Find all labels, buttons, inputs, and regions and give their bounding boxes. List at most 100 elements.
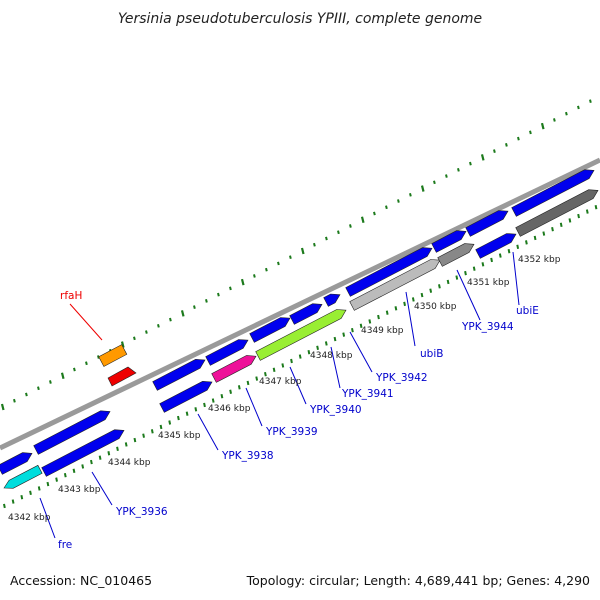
tick-dot — [133, 437, 137, 443]
gene-fre-a — [0, 452, 33, 475]
gene-ubie-a — [511, 169, 595, 217]
tick-dot — [577, 213, 580, 219]
track-dot — [325, 236, 328, 241]
leader-line — [245, 387, 263, 427]
gene-ypk3939-a — [205, 339, 249, 366]
track-dot — [565, 111, 568, 116]
tick-dot — [203, 402, 206, 408]
tick-dot — [281, 363, 285, 368]
tick-dot — [316, 345, 319, 351]
track-dot — [445, 174, 448, 178]
gene-ypk3936-b — [41, 429, 125, 477]
gene-ypk3940-a — [249, 317, 291, 343]
track-dot — [349, 224, 352, 228]
tick-dot — [237, 385, 241, 390]
track-dot — [517, 136, 520, 141]
leader-line — [197, 413, 219, 451]
gene-label: ubiE — [516, 305, 539, 317]
tick-dot — [150, 429, 154, 434]
gene-ypk3944-b — [475, 233, 517, 259]
track-dot — [493, 149, 496, 153]
tick-dot — [324, 341, 328, 346]
tick-dot — [107, 451, 111, 456]
gene-ubib-b — [437, 243, 475, 267]
gene-label: YPK_3939 — [265, 426, 318, 438]
track-dot — [577, 105, 580, 110]
leader-line — [289, 366, 307, 405]
track-major-dot — [0, 403, 5, 411]
gene-label: YPK_3938 — [221, 450, 274, 462]
outer-dot-track — [0, 99, 592, 411]
track-dot — [13, 398, 16, 403]
tick-dot — [20, 494, 24, 500]
gene-rfah-red — [107, 366, 137, 387]
tick-label: 4352 kbp — [518, 255, 561, 265]
tick-label: 4348 kbp — [310, 351, 353, 361]
track-major-dot — [120, 341, 125, 348]
gene-ypk3942-b — [349, 259, 441, 311]
tick-dot — [11, 499, 15, 504]
track-dot — [433, 180, 436, 185]
leader-line — [91, 471, 113, 506]
tick-dot — [438, 284, 441, 289]
track-dot — [169, 317, 172, 322]
tick-dot — [168, 420, 172, 425]
tick-dot — [3, 503, 6, 509]
tick-dot — [211, 398, 215, 403]
gene-features — [0, 169, 599, 489]
track-dot — [49, 380, 52, 384]
label-leader-lines — [39, 251, 520, 539]
tick-dot — [333, 336, 337, 342]
tick-dot — [385, 310, 389, 315]
tick-dot — [29, 490, 32, 495]
tick-dot — [37, 486, 41, 491]
track-dot — [229, 286, 232, 291]
tick-dot — [464, 270, 467, 276]
leader-line — [405, 291, 416, 347]
gene-ypk3941-a — [323, 293, 341, 307]
track-dot — [85, 361, 88, 366]
gene-ypk3939-b — [211, 355, 257, 383]
track-dot — [373, 211, 376, 216]
tick-dot — [377, 314, 380, 320]
genome-backbone — [0, 157, 600, 451]
tick-dot — [507, 248, 511, 254]
tick-dot — [116, 446, 119, 452]
leader-line — [330, 346, 341, 389]
tick-dot — [272, 367, 276, 372]
tick-label: 4344 kbp — [108, 458, 151, 468]
gene-ypk3938-b — [159, 380, 213, 413]
tick-dot — [498, 253, 502, 258]
track-dot — [217, 292, 220, 297]
track-dot — [157, 323, 160, 328]
track-dot — [133, 336, 136, 341]
track-dot — [385, 205, 388, 210]
track-dot — [589, 99, 592, 104]
tick-dot — [124, 442, 128, 447]
tick-dot — [594, 205, 598, 210]
gene-ypk3936-a — [33, 410, 111, 455]
tick-dot — [185, 411, 189, 416]
gene-label: YPK_3944 — [461, 321, 514, 333]
gene-label: rfaH — [60, 290, 82, 302]
tick-dot — [220, 393, 224, 399]
leader-line — [512, 251, 520, 306]
tick-dot — [472, 266, 476, 271]
tick-dot — [98, 455, 102, 460]
tick-dot — [264, 371, 267, 377]
track-dot — [277, 261, 280, 266]
gene-ubib-a — [431, 230, 467, 253]
gene-ypk3942-a — [345, 247, 433, 297]
tick-label: 4345 kbp — [158, 431, 201, 441]
track-dot — [397, 199, 400, 203]
track-dot — [145, 330, 148, 334]
tick-dot — [142, 433, 145, 438]
tick-dot — [159, 424, 163, 430]
tick-dot — [516, 244, 520, 249]
track-major-dot — [360, 216, 365, 224]
track-major-dot — [60, 372, 65, 380]
gene-ypk3940-c — [255, 309, 347, 361]
accession-text: Accession: NC_010465 — [10, 573, 152, 588]
tick-label: 4346 kbp — [208, 404, 251, 414]
